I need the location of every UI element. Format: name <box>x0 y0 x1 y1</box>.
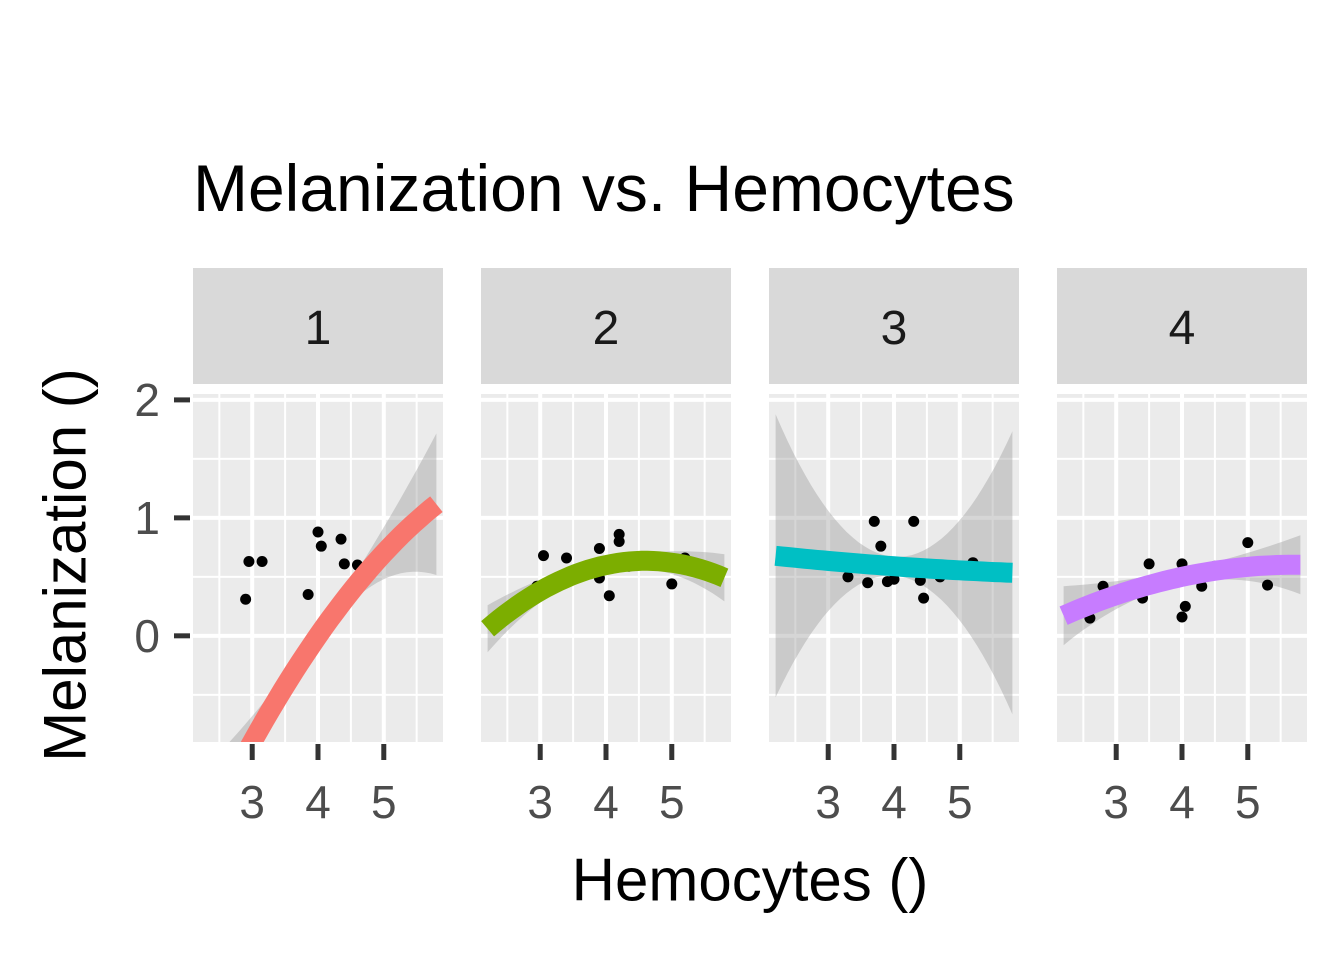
facet-strip <box>1057 268 1307 384</box>
x-tick-label: 3 <box>527 776 553 828</box>
data-point <box>868 515 880 527</box>
data-point <box>1143 558 1155 570</box>
panel-data-layer <box>1059 535 1301 646</box>
facet-strip-label: 3 <box>881 302 908 355</box>
data-point <box>875 540 887 552</box>
data-point <box>842 571 854 583</box>
data-point <box>338 558 350 570</box>
facet-strip-label: 2 <box>593 302 620 355</box>
data-point <box>256 556 268 568</box>
data-point <box>1262 579 1274 591</box>
facet-strip <box>193 268 443 384</box>
x-tick-label: 5 <box>371 776 397 828</box>
data-point <box>862 577 874 589</box>
data-point <box>908 515 920 527</box>
facet-panel-3: 33 4 5 <box>769 268 1019 828</box>
fit-line <box>240 496 443 742</box>
data-point <box>613 535 625 547</box>
facet-panel-1: 1 3 4 5 <box>193 268 443 828</box>
data-point <box>312 526 324 538</box>
data-point <box>335 533 347 545</box>
data-point <box>603 590 615 602</box>
data-point <box>666 578 678 590</box>
data-point <box>243 556 255 568</box>
y-tick-label: 0 <box>134 610 160 662</box>
x-tick-label: 5 <box>1235 776 1261 828</box>
x-tick-label: 4 <box>593 776 619 828</box>
x-tick-label: 3 <box>1103 776 1129 828</box>
x-tick-label: 4 <box>1169 776 1195 828</box>
data-point <box>240 593 252 605</box>
x-tick-label: 3 <box>815 776 841 828</box>
panel-data-layer <box>481 528 729 653</box>
data-point <box>315 540 327 552</box>
y-tick-label: 2 <box>134 374 160 426</box>
fit-line <box>774 545 1013 583</box>
facet-strip <box>481 268 731 384</box>
fit-line <box>481 550 729 637</box>
panel-data-layer <box>774 414 1013 715</box>
data-point <box>302 589 314 601</box>
chart-title: Melanization vs. Hemocytes <box>193 151 1015 225</box>
data-point <box>918 592 930 604</box>
data-point <box>561 552 573 564</box>
x-tick-label: 5 <box>659 776 685 828</box>
panel-data-layer <box>229 433 443 742</box>
x-tick-label: 4 <box>881 776 907 828</box>
data-point <box>593 543 605 555</box>
data-point <box>538 550 549 562</box>
x-tick-label: 4 <box>305 776 331 828</box>
data-point <box>1176 611 1188 623</box>
data-point <box>1242 537 1254 549</box>
facet-strip-label: 1 <box>305 302 332 355</box>
facet-strip <box>769 268 1019 384</box>
facet-strip-label: 4 <box>1169 302 1196 355</box>
facet-panel-4: 43 4 5 <box>1057 268 1307 828</box>
fit-line <box>1059 554 1301 625</box>
data-point <box>1179 600 1191 612</box>
x-tick-label: 5 <box>947 776 973 828</box>
x-axis-title: Hemocytes () <box>571 846 929 914</box>
y-tick-label: 1 <box>134 492 160 544</box>
x-tick-label: 3 <box>239 776 265 828</box>
facet-panel-2: 2 3 4 5 <box>481 268 731 828</box>
